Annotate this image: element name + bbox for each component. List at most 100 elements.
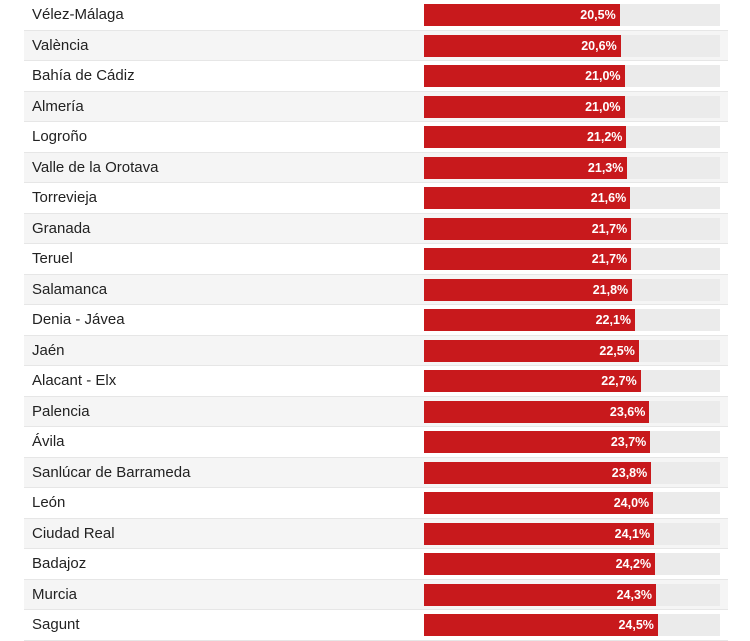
bar-track: 24,0%	[424, 492, 720, 514]
bar: 24,3%	[424, 583, 657, 606]
bar: 23,7%	[424, 431, 651, 453]
bar-track: 20,5%	[424, 4, 720, 26]
table-row: Jaén 22,5%	[24, 335, 728, 366]
table-row: Murcia 24,3%	[24, 579, 728, 610]
table-row: Ávila 23,7%	[24, 427, 728, 458]
table-row: Logroño 21,2%	[24, 122, 728, 153]
bar-value-label: 24,3%	[616, 587, 653, 602]
bar-value-label: 22,5%	[599, 343, 635, 358]
row-label: Vélez-Málaga	[32, 6, 124, 23]
row-label: València	[32, 36, 89, 54]
table-row: Bahía de Cádiz 21,0%	[24, 61, 728, 92]
row-label: Jaén	[32, 341, 65, 359]
bar-track: 21,0%	[424, 95, 720, 118]
bar-value-label: 22,7%	[601, 374, 637, 388]
row-label: Sagunt	[32, 616, 80, 633]
row-label: Valle de la Orotava	[32, 158, 159, 176]
row-label: Logroño	[32, 128, 88, 145]
table-row: Palencia 23,6%	[24, 396, 728, 427]
bar-track: 24,3%	[424, 583, 720, 606]
table-row: Teruel 21,7%	[24, 244, 728, 275]
bar-track: 24,2%	[424, 553, 720, 575]
table-row: León 24,0%	[24, 488, 728, 519]
table-row: Vélez-Málaga 20,5%	[24, 0, 728, 31]
bar: 22,1%	[424, 309, 636, 331]
bar-value-label: 21,7%	[591, 221, 628, 236]
bar: 21,0%	[424, 95, 625, 118]
bar-value-label: 23,6%	[609, 404, 646, 419]
bar-value-label: 22,1%	[595, 313, 632, 327]
bar-value-label: 21,6%	[590, 191, 627, 205]
bar: 23,8%	[424, 461, 652, 484]
bar-track: 21,7%	[424, 248, 720, 270]
row-label: Almería	[32, 97, 84, 115]
bar-track: 23,8%	[424, 461, 720, 484]
bar-value-label: 20,5%	[580, 8, 616, 22]
bar-track: 21,2%	[424, 126, 720, 148]
row-label: Teruel	[32, 250, 73, 267]
bar-value-label: 21,7%	[591, 252, 628, 266]
bar: 21,7%	[424, 248, 632, 270]
row-label: Alacant - Elx	[32, 372, 117, 389]
bar-value-label: 20,6%	[581, 38, 617, 53]
bar-track: 21,7%	[424, 217, 720, 240]
row-label: Palencia	[32, 402, 90, 420]
row-label: Salamanca	[32, 280, 108, 298]
row-label: Murcia	[32, 585, 78, 603]
table-row: Alacant - Elx 22,7%	[24, 366, 728, 397]
bar-value-label: 21,0%	[585, 69, 621, 83]
bar-value-label: 23,8%	[611, 465, 648, 480]
bar-table: Vélez-Málaga 20,5% València 20,6% Bahía de…	[24, 0, 728, 641]
table-row: Torrevieja 21,6%	[24, 183, 728, 214]
bar: 24,5%	[424, 614, 658, 636]
table-row: Ciudad Real 24,1%	[24, 518, 728, 549]
bar-track: 21,6%	[424, 187, 720, 209]
table-row: Badajoz 24,2%	[24, 549, 728, 580]
row-label: Badajoz	[32, 555, 87, 572]
table-row: Granada 21,7%	[24, 213, 728, 244]
bar: 21,8%	[424, 278, 633, 301]
table-row: Sagunt 24,5%	[24, 610, 728, 641]
bar: 24,2%	[424, 553, 656, 575]
bar-value-label: 21,8%	[592, 282, 629, 297]
bar-value-label: 21,2%	[586, 130, 623, 144]
table-row: Sanlúcar de Barrameda 23,8%	[24, 457, 728, 488]
row-label: Bahía de Cádiz	[32, 67, 135, 84]
bar-value-label: 23,7%	[610, 435, 647, 449]
row-label: Torrevieja	[32, 189, 98, 206]
row-label: León	[32, 494, 66, 511]
bar-track: 23,6%	[424, 400, 720, 423]
bar-value-label: 21,0%	[585, 99, 621, 114]
bar-track: 24,5%	[424, 614, 720, 636]
bar-value-label: 24,1%	[614, 526, 651, 541]
bar-track: 22,7%	[424, 370, 720, 392]
row-label: Denia - Jávea	[32, 311, 125, 328]
bar-value-label: 24,2%	[615, 557, 652, 571]
row-label: Granada	[32, 219, 91, 237]
table-row: Denia - Jávea 22,1%	[24, 305, 728, 336]
table-row: València 20,6%	[24, 30, 728, 61]
bar-track: 21,8%	[424, 278, 720, 301]
row-label: Ciudad Real	[32, 524, 115, 542]
bar-track: 21,0%	[424, 65, 720, 87]
bar-track: 21,3%	[424, 156, 720, 179]
table-row: Salamanca 21,8%	[24, 274, 728, 305]
bar-track: 22,5%	[424, 339, 720, 362]
bar: 20,6%	[424, 34, 621, 57]
bar-value-label: 21,3%	[587, 160, 624, 175]
bar: 22,5%	[424, 339, 639, 362]
bar-track: 24,1%	[424, 522, 720, 545]
bar-value-label: 24,5%	[618, 618, 654, 632]
bar: 24,0%	[424, 492, 654, 514]
bar-track: 20,6%	[424, 34, 720, 57]
bar: 21,0%	[424, 65, 625, 87]
bar: 21,2%	[424, 126, 627, 148]
bar-value-label: 24,0%	[613, 496, 650, 510]
bar-track: 23,7%	[424, 431, 720, 453]
row-label: Sanlúcar de Barrameda	[32, 463, 191, 481]
bar: 23,6%	[424, 400, 650, 423]
table-row: Valle de la Orotava 21,3%	[24, 152, 728, 183]
bar: 21,6%	[424, 187, 631, 209]
bar: 22,7%	[424, 370, 641, 392]
row-label: Ávila	[32, 433, 65, 450]
